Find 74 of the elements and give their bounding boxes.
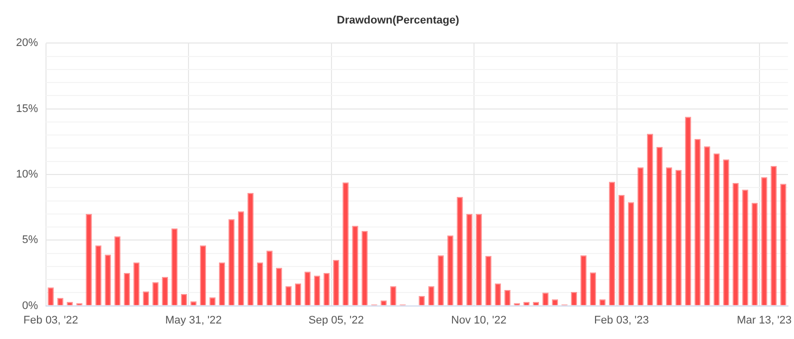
bar [476,214,482,306]
bar [542,292,549,306]
bar [390,286,396,306]
x-tick-label: Feb 03, '23 [594,314,649,326]
bar [142,291,149,306]
bar [494,283,501,306]
y-tick-label: 15% [16,102,38,115]
y-tick-label: 5% [22,234,38,246]
bar [570,292,578,306]
bar [742,190,748,306]
bar [580,255,587,306]
bar [304,272,311,306]
x-tick-label: Nov 10, '22 [451,314,506,326]
bar [676,170,682,306]
bar [428,286,434,306]
bar [324,272,330,306]
bar [504,290,510,306]
bar [732,183,739,306]
bar [266,250,273,306]
bar [295,283,302,306]
bar [285,286,292,306]
bar [770,166,777,306]
bar [456,196,463,306]
bar [694,139,701,306]
bar [656,146,663,306]
bar [685,116,692,306]
bar [114,236,120,306]
bar [466,214,472,306]
bar [48,287,54,306]
bar [646,134,654,306]
bar [218,262,226,306]
bar [228,219,235,306]
bar [95,245,102,306]
bar [780,184,786,306]
bar [124,272,130,306]
bar [104,254,111,306]
bar [333,260,340,306]
bar [171,228,178,306]
bar [438,255,444,306]
x-tick-label: May 31, '22 [165,314,222,326]
bar [256,262,264,306]
bar [180,294,188,306]
bar [752,202,758,306]
bar [162,276,168,306]
bar [352,226,358,306]
bar [723,159,730,306]
bar [590,272,596,306]
bar [238,211,244,306]
y-tick-label: 0% [22,300,38,312]
bar [247,192,254,306]
bar [447,236,454,306]
bar [714,153,720,306]
bar [618,194,625,306]
bar [86,214,92,306]
bar [761,177,768,306]
y-tick-label: 10% [16,168,38,181]
bar [362,230,368,306]
bar [342,182,349,306]
bar [276,268,282,306]
bar [608,182,616,306]
bar [200,245,206,306]
bar [704,146,710,306]
bar [666,167,672,306]
bar [637,167,644,306]
bar [485,256,492,306]
bar [152,282,159,306]
x-tick-label: Mar 13, '23 [736,314,792,326]
x-tick-label: Feb 03, '22 [23,314,78,326]
y-tick-label: 20% [16,37,38,50]
bar [314,276,320,306]
bar [133,262,140,306]
x-tick-label: Sep 05, '22 [308,314,364,326]
bar [628,202,634,306]
chart-title: Drawdown(Percentage) [336,14,460,27]
